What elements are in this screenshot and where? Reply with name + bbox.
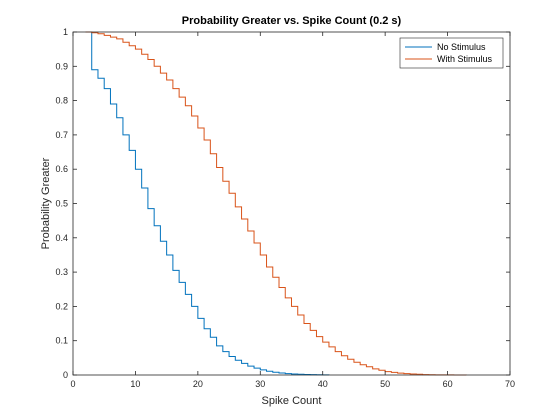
y-tick-label: 0.9 bbox=[55, 61, 68, 71]
x-axis-label: Spike Count bbox=[262, 395, 322, 407]
y-tick-label: 0.3 bbox=[55, 267, 68, 277]
y-tick-label: 0.7 bbox=[55, 130, 68, 140]
legend-label-no-stimulus: No Stimulus bbox=[437, 42, 486, 52]
legend-box bbox=[399, 37, 504, 69]
y-tick-label: 0.1 bbox=[55, 336, 68, 346]
x-tick-label: 60 bbox=[443, 379, 453, 389]
series-line-no-stimulus bbox=[85, 31, 330, 376]
y-tick-label: 0 bbox=[63, 370, 68, 380]
x-tick-label: 50 bbox=[380, 379, 390, 389]
y-tick-label: 0.8 bbox=[55, 96, 68, 106]
series-layer bbox=[85, 31, 467, 376]
y-tick-label: 0.5 bbox=[55, 199, 68, 209]
x-tick-label: 30 bbox=[255, 379, 265, 389]
y-tick-label: 0.2 bbox=[55, 301, 68, 311]
y-tick-label: 1 bbox=[63, 27, 68, 37]
x-tick-label: 70 bbox=[505, 379, 515, 389]
series-line-with-stimulus bbox=[85, 31, 467, 376]
y-axis-label: Probability Greater bbox=[40, 157, 52, 249]
plot-area bbox=[73, 32, 510, 375]
y-tick-label: 0.6 bbox=[55, 164, 68, 174]
chart-title: Probability Greater vs. Spike Count (0.2… bbox=[182, 15, 402, 27]
y-axis: 0 0.1 0.2 0.3 0.4 0.5 0.6 0.7 0.8 0.9 1 bbox=[55, 27, 510, 380]
y-tick-label: 0.4 bbox=[55, 233, 68, 243]
legend: No Stimulus With Stimulus bbox=[399, 37, 504, 69]
x-tick-label: 10 bbox=[130, 379, 140, 389]
x-tick-label: 40 bbox=[318, 379, 328, 389]
x-tick-label: 0 bbox=[70, 379, 75, 389]
x-tick-label: 20 bbox=[193, 379, 203, 389]
x-axis: 0 10 20 30 40 50 60 70 bbox=[70, 32, 515, 389]
legend-label-with-stimulus: With Stimulus bbox=[437, 54, 493, 64]
